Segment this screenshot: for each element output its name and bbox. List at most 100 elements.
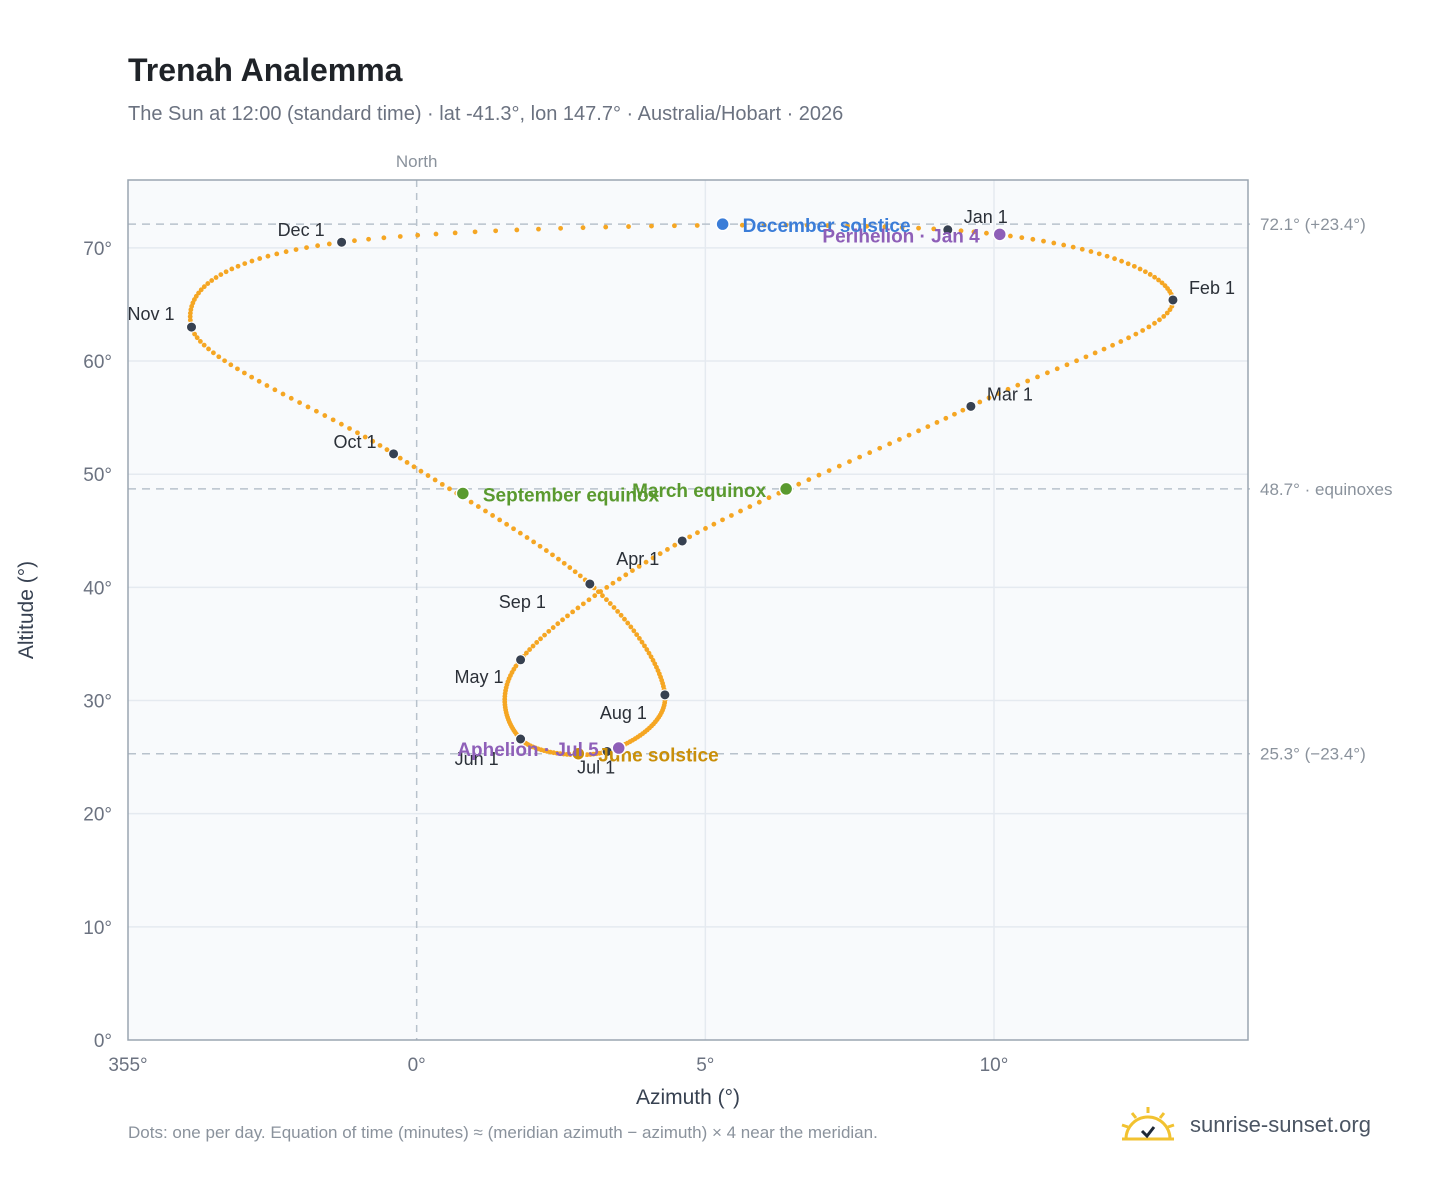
daily-sun-dot xyxy=(1079,246,1085,252)
daily-sun-dot xyxy=(996,391,1001,396)
daily-sun-dot xyxy=(804,222,810,228)
daily-sun-dot xyxy=(729,513,734,518)
north-meridian: North xyxy=(396,152,437,1040)
daily-sun-dot xyxy=(604,597,609,603)
daily-sun-dot xyxy=(211,350,216,356)
daily-sun-dot xyxy=(1092,350,1098,356)
month-marker xyxy=(584,578,596,590)
month-marker xyxy=(388,448,400,460)
daily-sun-dot xyxy=(816,472,822,478)
daily-sun-dot xyxy=(636,563,642,569)
daily-sun-dot xyxy=(575,605,581,611)
daily-sun-dot xyxy=(1119,258,1124,264)
daily-sun-dot xyxy=(845,223,850,229)
daily-sun-dot xyxy=(537,543,543,549)
event-marker xyxy=(715,216,730,232)
daily-sun-dot xyxy=(556,556,561,562)
daily-sun-dot xyxy=(1167,307,1173,313)
daily-sun-dot xyxy=(531,539,537,545)
daily-sun-dot xyxy=(867,450,873,456)
month-label: Mar 1 xyxy=(987,384,1033,404)
daily-sun-dot xyxy=(550,625,556,630)
daily-sun-dot xyxy=(687,534,693,540)
daily-sun-dot xyxy=(415,232,421,238)
daily-sun-dot xyxy=(433,231,439,237)
event-label: June solstice xyxy=(598,746,718,767)
daily-sun-dot xyxy=(560,617,565,623)
chart-title: Trenah Analemma xyxy=(128,52,403,88)
daily-sun-dot xyxy=(198,287,204,293)
daily-sun-dot xyxy=(206,346,211,352)
daily-sun-dot xyxy=(1101,346,1107,352)
daily-sun-dot xyxy=(1146,324,1152,330)
daily-sun-dot xyxy=(222,358,227,364)
y-tick-label: 40° xyxy=(83,578,112,599)
month-label: Jul 1 xyxy=(577,757,615,777)
daily-sun-dot xyxy=(630,568,635,574)
daily-sun-dot xyxy=(213,275,219,280)
daily-sun-dot xyxy=(625,620,631,626)
daily-sun-dot xyxy=(577,573,583,579)
daily-sun-dot xyxy=(483,508,488,514)
daily-sun-dot xyxy=(1041,238,1046,244)
daily-sun-dot xyxy=(960,407,966,413)
daily-sun-dot xyxy=(1035,374,1040,380)
month-label: Dec 1 xyxy=(278,220,325,240)
x-tick-label: 10° xyxy=(980,1055,1009,1076)
daily-sun-dot xyxy=(397,455,403,461)
daily-sun-dot xyxy=(223,269,229,275)
daily-sun-dot xyxy=(265,253,271,259)
daily-sun-dot xyxy=(194,335,200,341)
daily-sun-dot xyxy=(711,521,717,527)
month-label: Feb 1 xyxy=(1189,278,1235,298)
daily-sun-dot xyxy=(366,236,371,242)
daily-sun-dot xyxy=(1007,233,1013,239)
daily-sun-dot xyxy=(672,542,678,548)
daily-sun-dot xyxy=(493,228,499,234)
daily-sun-dot xyxy=(1126,335,1131,341)
daily-sun-dot xyxy=(1110,342,1115,348)
daily-sun-dot xyxy=(542,632,547,638)
daily-sun-dot xyxy=(637,635,642,641)
x-axis-label: Azimuth (°) xyxy=(636,1086,740,1109)
daily-sun-dot xyxy=(527,647,533,652)
month-marker xyxy=(186,321,198,333)
month-marker xyxy=(942,224,954,236)
daily-sun-dot xyxy=(1051,240,1057,246)
daily-sun-dot xyxy=(644,647,650,652)
daily-sun-dot xyxy=(648,654,654,660)
daily-sun-dot xyxy=(201,342,207,348)
daily-sun-dot xyxy=(293,247,299,253)
daily-sun-dot xyxy=(1074,358,1079,364)
brand[interactable]: sunrise-sunset.org xyxy=(1120,1100,1371,1150)
daily-sun-dot xyxy=(665,547,670,552)
daily-sun-dot xyxy=(187,317,193,323)
daily-sun-dot xyxy=(628,624,634,630)
daily-sun-dot xyxy=(229,266,235,272)
daily-sun-dot xyxy=(338,421,344,427)
daily-sun-dot xyxy=(511,526,516,532)
daily-sun-dot xyxy=(1164,310,1170,316)
daily-sun-dot xyxy=(1161,313,1167,319)
daily-sun-dot xyxy=(315,243,321,249)
daily-sun-dot xyxy=(490,513,495,518)
daily-sun-dot xyxy=(1133,331,1139,337)
x-tick-label: 5° xyxy=(696,1055,714,1076)
daily-sun-dot xyxy=(497,517,503,523)
daily-sun-dot xyxy=(739,222,745,228)
reference-label: 72.1° (+23.4°) xyxy=(1260,215,1366,234)
chart-subtitle: The Sun at 12:00 (standard time) · lat -… xyxy=(128,103,844,125)
daily-sun-dot xyxy=(580,601,586,607)
daily-sun-dot xyxy=(377,443,383,448)
daily-sun-dot xyxy=(283,249,289,255)
daily-sun-dot xyxy=(524,535,530,540)
daily-sun-dot xyxy=(1118,339,1124,344)
daily-sun-dot xyxy=(622,616,627,622)
month-label: Oct 1 xyxy=(334,432,377,452)
daily-sun-dot xyxy=(657,551,663,557)
y-tick-label: 10° xyxy=(83,918,112,939)
daily-sun-dot xyxy=(288,395,294,401)
daily-sun-dot xyxy=(572,569,578,575)
daily-sun-dot xyxy=(305,404,311,410)
y-tick-label: 20° xyxy=(83,805,112,826)
